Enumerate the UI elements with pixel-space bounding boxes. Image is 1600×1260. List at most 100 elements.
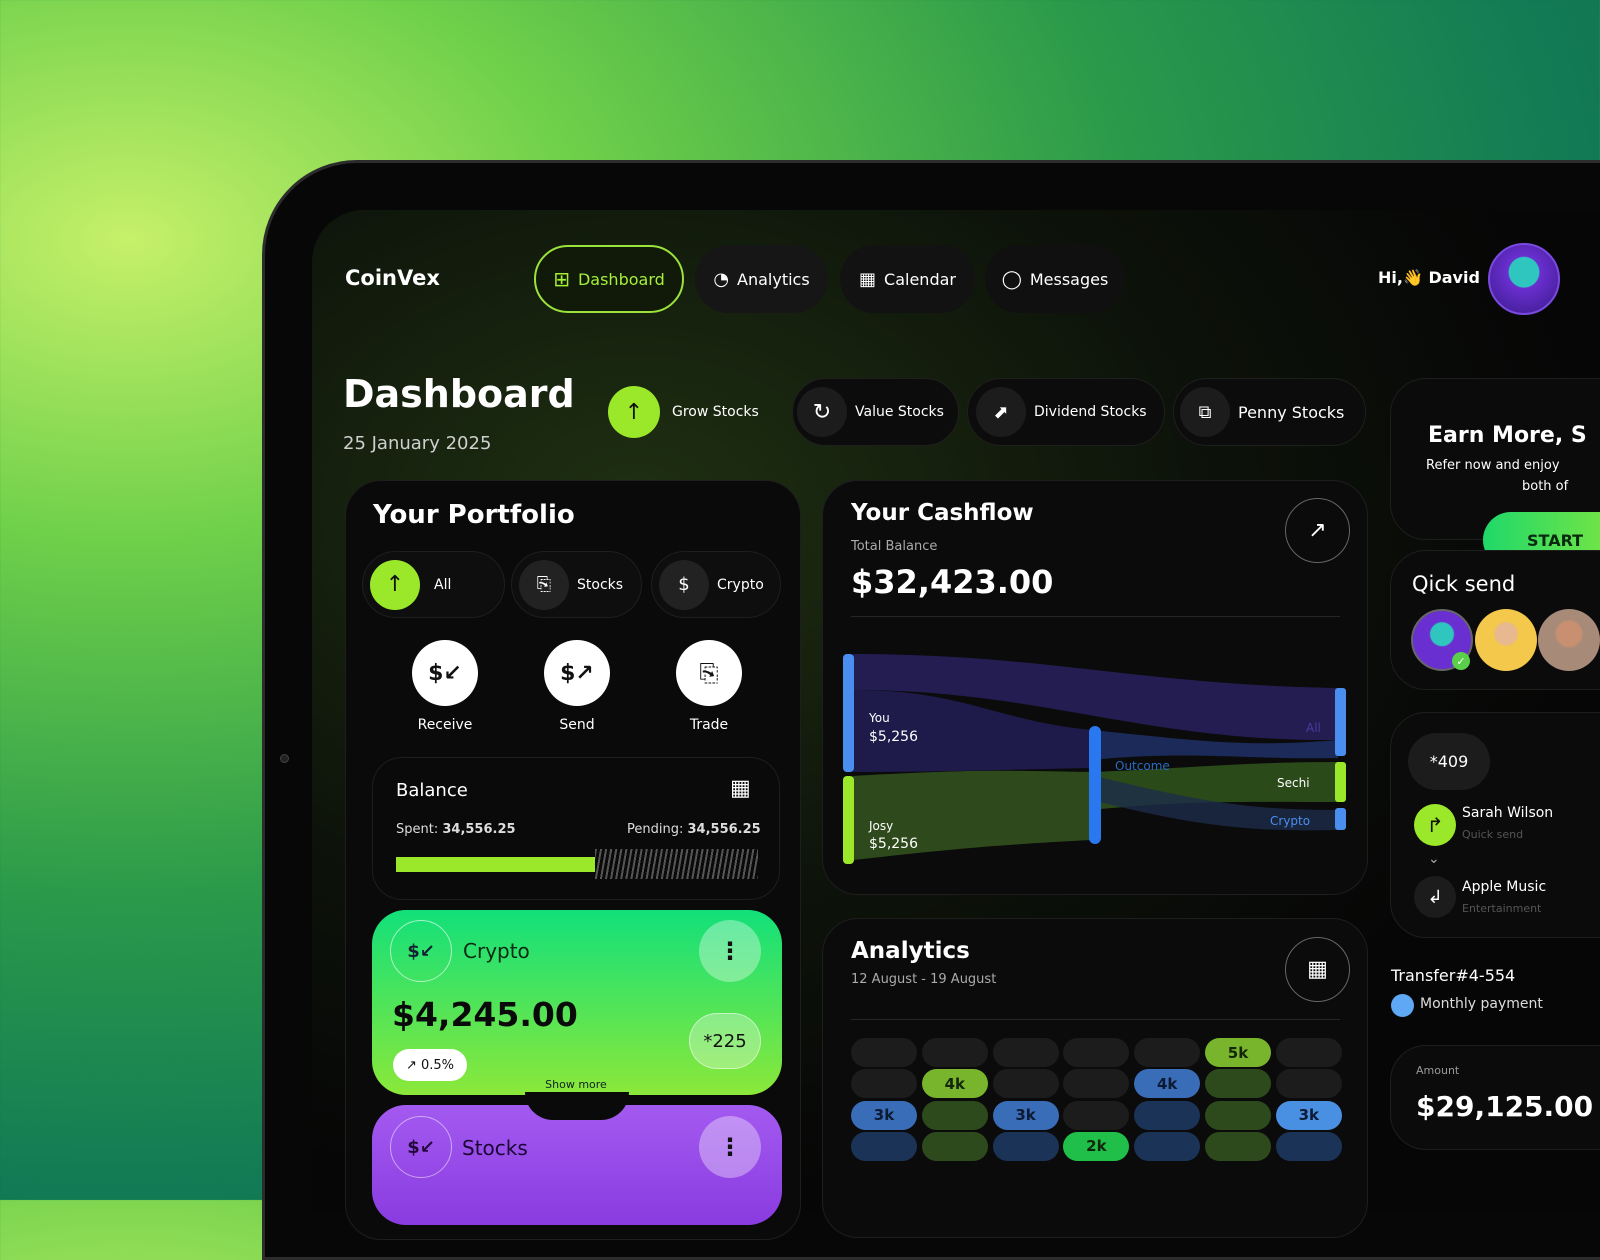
dollar-send-icon: $↗ [560, 660, 594, 686]
receive-button[interactable]: $↙ [412, 640, 478, 706]
heatmap-cell [851, 1038, 917, 1067]
node-label-sechi: Sechi [1277, 776, 1310, 790]
calendar-icon[interactable]: ▦ [730, 776, 751, 801]
node-sechi [1335, 762, 1346, 802]
heatmap-cell [921, 1100, 988, 1130]
analytics-title: Analytics [851, 938, 970, 964]
cashflow-subtitle: Total Balance [851, 539, 938, 554]
card-number: *225 [689, 1013, 761, 1069]
node-josy [843, 776, 854, 864]
heatmap-cell [1134, 1100, 1201, 1130]
heatmap-cell [1205, 1100, 1271, 1130]
nav-dashboard[interactable]: ⊞ Dashboard [534, 245, 684, 313]
nav-messages[interactable]: ◯ Messages [985, 245, 1125, 313]
balance-progress [396, 849, 758, 879]
trend-icon: ⬈ [976, 387, 1026, 437]
calendar-icon: ▦ [1307, 957, 1328, 982]
page-title: Dashboard [343, 372, 575, 416]
heatmap-cell [1275, 1069, 1342, 1099]
check-icon: ✓ [1452, 652, 1470, 670]
receive-label: Receive [417, 717, 473, 733]
node-value-josy: $5,256 [869, 836, 918, 852]
nav-calendar[interactable]: ▦ Calendar [840, 245, 975, 313]
heatmap-cell [851, 1069, 917, 1099]
divider [851, 1019, 1340, 1020]
dollar-coin-icon: $ [659, 559, 709, 610]
crypto-card-title: Crypto [463, 939, 530, 963]
send-button[interactable]: $↗ [544, 640, 610, 706]
node-you [843, 654, 854, 772]
analytics-range: 12 August - 19 August [851, 972, 997, 987]
contact-avatar[interactable] [1475, 609, 1537, 671]
heatmap-cell: 3k [992, 1100, 1059, 1130]
filter-grow-stocks[interactable]: ↑ Grow Stocks [608, 380, 776, 444]
heatmap-cell [1275, 1038, 1342, 1067]
node-value-you: $5,256 [869, 729, 918, 745]
card-notch [525, 1092, 629, 1120]
node-label-josy: Josy [869, 819, 894, 833]
heatmap-cell [851, 1131, 917, 1161]
flow-you-outcome [853, 690, 1091, 772]
heatmap-cell [1275, 1131, 1342, 1161]
page-date: 25 January 2025 [343, 433, 492, 454]
nav-analytics[interactable]: ◔ Analytics [695, 245, 828, 313]
node-label-all: All [1306, 721, 1321, 735]
calendar-icon: ▦ [859, 268, 877, 290]
amount-card [1390, 1045, 1600, 1150]
heatmap-cell: 4k [921, 1069, 988, 1099]
arrow-up-right-icon: ↗ [1308, 518, 1327, 543]
trade-button[interactable]: ⎘ [676, 640, 742, 706]
heatmap-cell [1205, 1131, 1271, 1161]
node-all [1335, 688, 1346, 756]
contact-avatar[interactable] [1538, 609, 1600, 671]
amount-label: Amount [1416, 1064, 1460, 1077]
calendar-button[interactable]: ▦ [1285, 937, 1350, 1002]
document-icon: ⎘ [699, 659, 719, 687]
heatmap-cell: 3k [1275, 1100, 1342, 1130]
transfer-to-sub: Entertainment [1462, 902, 1542, 915]
node-label-you: You [869, 711, 890, 725]
quick-send-title: Qick send [1412, 572, 1516, 596]
transfer-from-sub: Quick send [1462, 828, 1524, 841]
dollar-receive-icon: $↙ [390, 1116, 452, 1178]
portfolio-title: Your Portfolio [373, 500, 575, 530]
document-icon: ⎘ [519, 559, 569, 610]
heatmap-cell [1205, 1069, 1271, 1099]
heatmap-cell: 2k [1063, 1131, 1130, 1161]
progress-fill [396, 857, 596, 872]
node-crypto [1335, 808, 1346, 830]
user-greeting: Hi,👋 David [1378, 268, 1480, 287]
arrow-up-right-icon: ↗ [406, 1057, 417, 1073]
stocks-card-title: Stocks [462, 1136, 528, 1160]
refresh-icon: ↻ [797, 387, 847, 437]
pie-chart-icon: ◔ [713, 268, 730, 290]
dollar-receive-icon: $↙ [428, 660, 462, 686]
tab-crypto[interactable]: $ Crypto [651, 551, 781, 618]
filter-value-stocks[interactable]: ↻ Value Stocks [792, 378, 959, 446]
flow-outcome-crypto [1091, 775, 1338, 831]
expand-button[interactable]: ↗ [1285, 498, 1350, 563]
transfer-id: Transfer#4-554 [1391, 966, 1516, 985]
tab-stocks[interactable]: ⎘ Stocks [511, 551, 642, 618]
node-label-outcome: Outcome [1115, 759, 1170, 773]
camera-dot [280, 754, 289, 763]
filter-dividend-stocks[interactable]: ⬈ Dividend Stocks [967, 378, 1165, 446]
node-label-crypto: Crypto [1270, 814, 1311, 828]
heatmap-cell [1063, 1069, 1130, 1099]
grid-icon: ⊞ [553, 267, 570, 291]
node-outcome [1089, 726, 1101, 844]
user-avatar[interactable] [1488, 243, 1560, 315]
heatmap-cell: 5k [1205, 1038, 1271, 1067]
heatmap-cell: 4k [1134, 1069, 1201, 1099]
dollar-receive-icon: $↙ [390, 920, 452, 982]
tab-all[interactable]: ↑ All [362, 551, 505, 618]
crypto-amount: $4,245.00 [392, 995, 578, 1034]
chart-badge-icon: ⧉ [1180, 387, 1230, 437]
heatmap-cell [992, 1069, 1059, 1099]
more-menu-button[interactable]: ⋮ [699, 1116, 761, 1178]
filter-penny-stocks[interactable]: ⧉ Penny Stocks [1173, 378, 1366, 446]
spent-text: Spent: 34,556.25 [396, 822, 516, 837]
more-menu-button[interactable]: ⋮ [699, 920, 761, 982]
heatmap-cell [921, 1131, 988, 1161]
show-more-link[interactable]: Show more [545, 1078, 607, 1091]
